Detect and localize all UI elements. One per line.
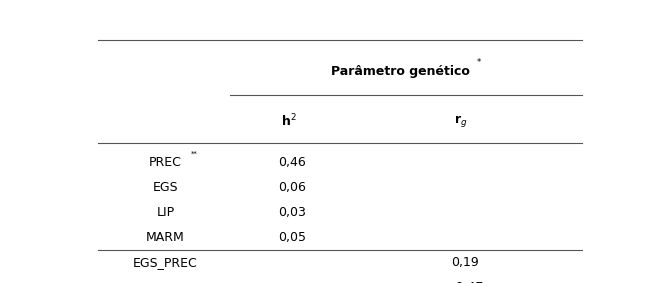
Text: 0,05: 0,05 (279, 231, 307, 244)
Text: 0,06: 0,06 (279, 181, 306, 194)
Text: h$^2$: h$^2$ (281, 113, 297, 129)
Text: 0,46: 0,46 (279, 156, 306, 169)
Text: MARM: MARM (146, 231, 185, 244)
Text: EGS: EGS (153, 181, 178, 194)
Text: PREC: PREC (149, 156, 182, 169)
Text: 0,03: 0,03 (279, 206, 306, 219)
Text: Parâmetro genético: Parâmetro genético (331, 65, 470, 78)
Text: *: * (477, 58, 481, 67)
Text: -0,47: -0,47 (451, 281, 483, 283)
Text: EGS_PREC: EGS_PREC (133, 256, 198, 269)
Text: 0,19: 0,19 (451, 256, 479, 269)
Text: LIP_PREC: LIP_PREC (137, 281, 194, 283)
Text: r$_g$: r$_g$ (454, 113, 468, 129)
Text: LIP: LIP (156, 206, 175, 219)
Text: **: ** (191, 151, 198, 157)
